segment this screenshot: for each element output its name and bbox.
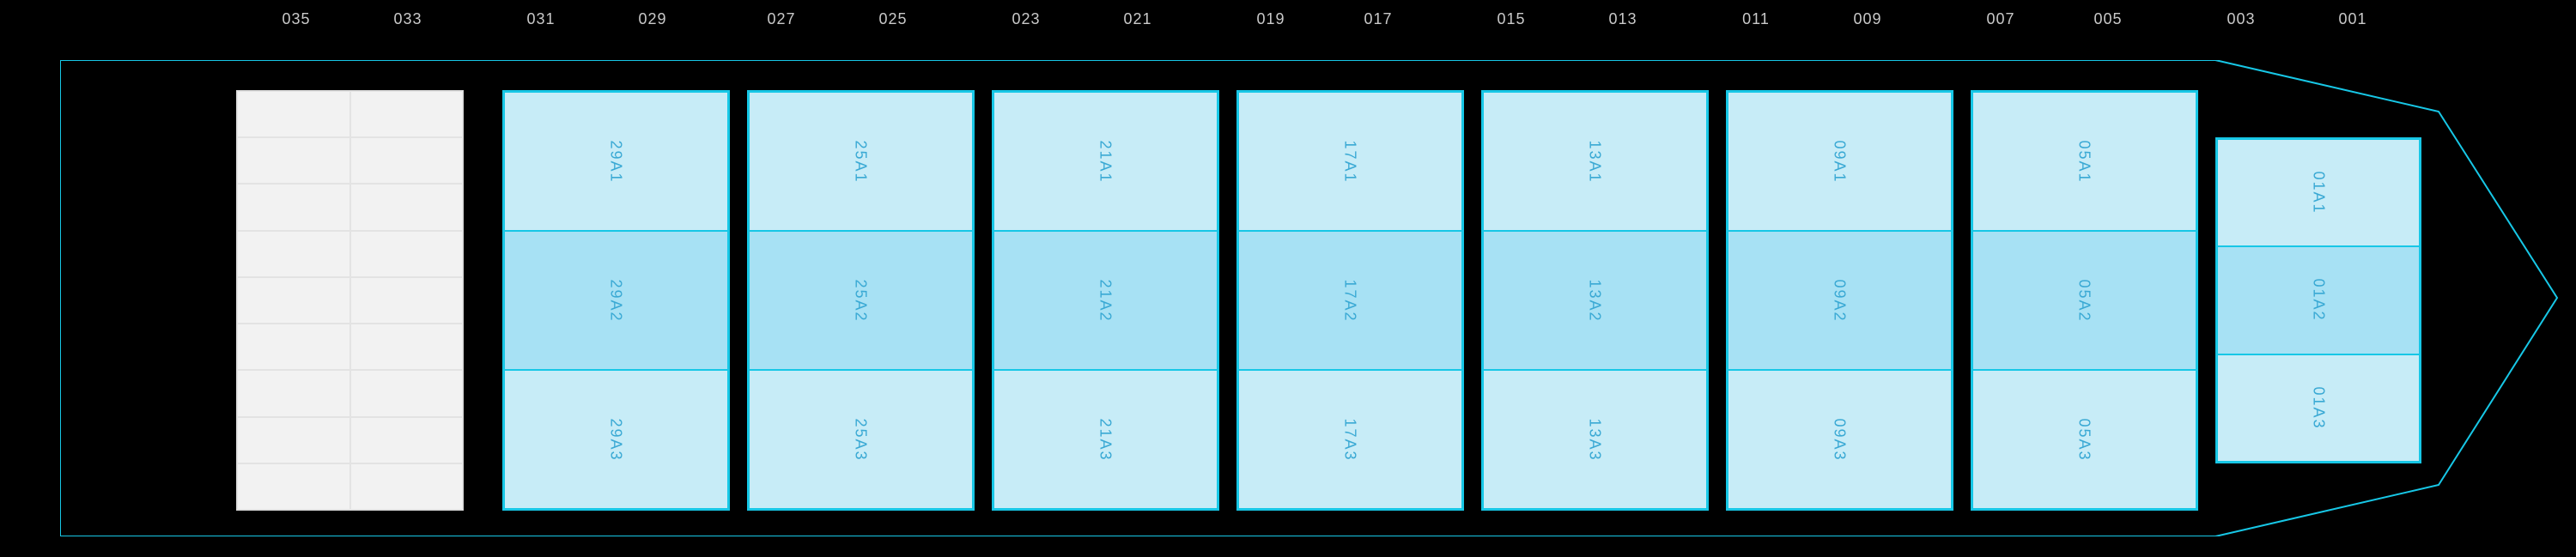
- cargo-bay[interactable]: 13A1 13A2 13A3: [1481, 90, 1709, 511]
- hatch-label: 01A1: [2309, 172, 2327, 215]
- hatch[interactable]: 09A2: [1728, 231, 1952, 370]
- hatch[interactable]: 05A1: [1972, 92, 2196, 231]
- hatch[interactable]: 13A2: [1483, 231, 1707, 370]
- hatch-label: 17A1: [1341, 140, 1359, 183]
- column-label: 027: [767, 10, 795, 28]
- hatch[interactable]: 17A1: [1238, 92, 1462, 231]
- accommodation-cell: [237, 91, 350, 137]
- hatch[interactable]: 21A1: [993, 92, 1218, 231]
- cargo-bay[interactable]: 01A1 01A2 01A3: [2215, 137, 2421, 463]
- hatch[interactable]: 05A3: [1972, 370, 2196, 509]
- hatch-label: 01A2: [2309, 279, 2327, 322]
- hatch-label: 21A1: [1097, 140, 1115, 183]
- column-label: 015: [1497, 10, 1525, 28]
- hatch[interactable]: 01A2: [2217, 246, 2420, 354]
- hatch-label: 05A2: [2075, 279, 2093, 322]
- hatch-label: 09A1: [1831, 140, 1849, 183]
- hatch[interactable]: 25A3: [749, 370, 973, 509]
- hatch-label: 29A1: [607, 140, 625, 183]
- accommodation-cell: [237, 184, 350, 230]
- hatch[interactable]: 13A1: [1483, 92, 1707, 231]
- accommodation-cell: [237, 137, 350, 184]
- hatch[interactable]: 21A3: [993, 370, 1218, 509]
- hatch-label: 05A1: [2075, 140, 2093, 183]
- hatch-label: 21A2: [1097, 279, 1115, 322]
- cargo-bay[interactable]: 17A1 17A2 17A3: [1236, 90, 1464, 511]
- column-label: 025: [878, 10, 907, 28]
- column-label: 017: [1364, 10, 1392, 28]
- column-label: 035: [282, 10, 310, 28]
- hatch[interactable]: 25A1: [749, 92, 973, 231]
- column-label: 007: [1986, 10, 2014, 28]
- hatch[interactable]: 17A2: [1238, 231, 1462, 370]
- accommodation-cell: [350, 417, 464, 463]
- column-label: 001: [2338, 10, 2366, 28]
- column-label: 029: [638, 10, 666, 28]
- accommodation-cell: [237, 231, 350, 277]
- hatch[interactable]: 29A2: [504, 231, 728, 370]
- hatch[interactable]: 01A1: [2217, 139, 2420, 246]
- ship-plan-canvas: 035 033 031 029 027 025 023 021 019 017 015 013 011 0…: [0, 0, 2576, 557]
- column-label: 033: [393, 10, 422, 28]
- accommodation-cell: [237, 277, 350, 324]
- hatch-label: 01A3: [2309, 386, 2327, 429]
- hatch-label: 25A3: [852, 418, 870, 461]
- accommodation-cell: [237, 324, 350, 370]
- cargo-bay[interactable]: 05A1 05A2 05A3: [1971, 90, 2198, 511]
- accommodation-cell: [350, 277, 464, 324]
- accommodation-cell: [350, 324, 464, 370]
- hatch-label: 13A1: [1586, 140, 1604, 183]
- hatch[interactable]: 29A1: [504, 92, 728, 231]
- column-label: 023: [1012, 10, 1040, 28]
- hatch-label: 17A3: [1341, 418, 1359, 461]
- hatch-label: 17A2: [1341, 279, 1359, 322]
- hatch-label: 25A1: [852, 140, 870, 183]
- hatch-label: 05A3: [2075, 418, 2093, 461]
- accommodation-cell: [237, 417, 350, 463]
- column-label: 021: [1123, 10, 1151, 28]
- column-label: 013: [1608, 10, 1637, 28]
- hatch[interactable]: 01A3: [2217, 354, 2420, 462]
- hatch-label: 09A2: [1831, 279, 1849, 322]
- accommodation-cell: [350, 137, 464, 184]
- column-label: 031: [526, 10, 555, 28]
- accommodation-cell: [350, 184, 464, 230]
- hatch-label: 29A2: [607, 279, 625, 322]
- column-label: 019: [1256, 10, 1285, 28]
- accommodation-cell: [237, 370, 350, 416]
- hatch-label: 13A3: [1586, 418, 1604, 461]
- hatch-label: 29A3: [607, 418, 625, 461]
- cargo-bay[interactable]: 25A1 25A2 25A3: [747, 90, 975, 511]
- cargo-bay[interactable]: 21A1 21A2 21A3: [992, 90, 1219, 511]
- accommodation-cell: [237, 463, 350, 510]
- hatch[interactable]: 17A3: [1238, 370, 1462, 509]
- accommodation-cell: [350, 370, 464, 416]
- cargo-bay[interactable]: 29A1 29A2 29A3: [502, 90, 730, 511]
- hatch[interactable]: 29A3: [504, 370, 728, 509]
- accommodation-cell: [350, 231, 464, 277]
- hatch[interactable]: 13A3: [1483, 370, 1707, 509]
- cargo-bay[interactable]: 09A1 09A2 09A3: [1726, 90, 1953, 511]
- column-label: 011: [1742, 10, 1770, 28]
- accommodation-cell: [350, 463, 464, 510]
- hatch-label: 21A3: [1097, 418, 1115, 461]
- hatch[interactable]: 09A3: [1728, 370, 1952, 509]
- accommodation-block: [236, 90, 464, 511]
- hatch[interactable]: 25A2: [749, 231, 973, 370]
- hatch-label: 09A3: [1831, 418, 1849, 461]
- column-label: 005: [2093, 10, 2122, 28]
- hatch-label: 25A2: [852, 279, 870, 322]
- hatch[interactable]: 05A2: [1972, 231, 2196, 370]
- hatch[interactable]: 09A1: [1728, 92, 1952, 231]
- column-label: 009: [1853, 10, 1881, 28]
- hatch[interactable]: 21A2: [993, 231, 1218, 370]
- column-label: 003: [2227, 10, 2255, 28]
- accommodation-cell: [350, 91, 464, 137]
- hatch-label: 13A2: [1586, 279, 1604, 322]
